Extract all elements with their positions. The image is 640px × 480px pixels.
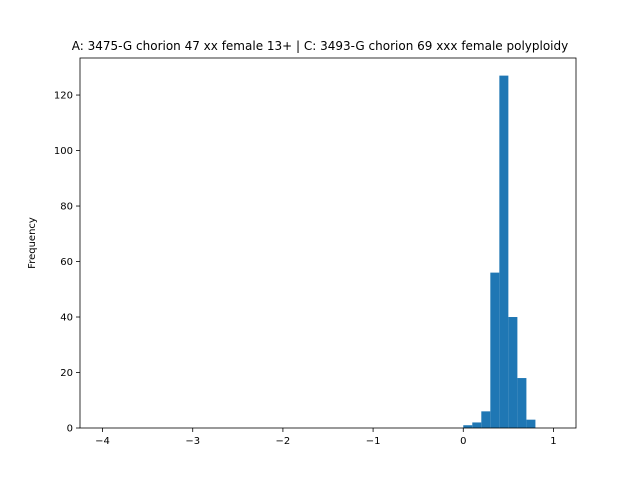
- y-tick-label: 80: [60, 202, 73, 213]
- chart-title: A: 3475-G chorion 47 xx female 13+ | C: …: [72, 39, 569, 53]
- x-tick-label: −1: [366, 436, 381, 447]
- y-axis-label: Frequency: [27, 217, 38, 269]
- y-axis: 0 20 40 60 80 100 120: [54, 91, 80, 435]
- y-tick-label: 100: [54, 146, 73, 157]
- y-tick-label: 120: [54, 91, 73, 102]
- y-tick-label: 40: [60, 313, 73, 324]
- plot-frame: [79, 57, 577, 429]
- histogram-bar-7: [526, 419, 536, 428]
- x-axis: −4 −3 −2 −1 0 1: [95, 428, 557, 447]
- histogram-bar-4: [499, 75, 509, 428]
- x-tick-label: −4: [95, 436, 110, 447]
- x-tick-label: −3: [185, 436, 200, 447]
- x-tick-label: 0: [460, 436, 466, 447]
- y-tick-label: 0: [67, 424, 73, 435]
- x-tick-label: −2: [276, 436, 291, 447]
- histogram-bar-2: [481, 411, 491, 428]
- y-tick-label: 60: [60, 257, 73, 268]
- histogram-bars: [463, 75, 536, 428]
- histogram-bar-1: [472, 422, 482, 428]
- histogram-bar-0: [463, 425, 473, 428]
- histogram-bar-5: [508, 317, 518, 428]
- histogram-bar-6: [517, 378, 527, 428]
- x-tick-label: 1: [550, 436, 556, 447]
- y-tick-label: 20: [60, 368, 73, 379]
- histogram-bar-3: [490, 272, 500, 428]
